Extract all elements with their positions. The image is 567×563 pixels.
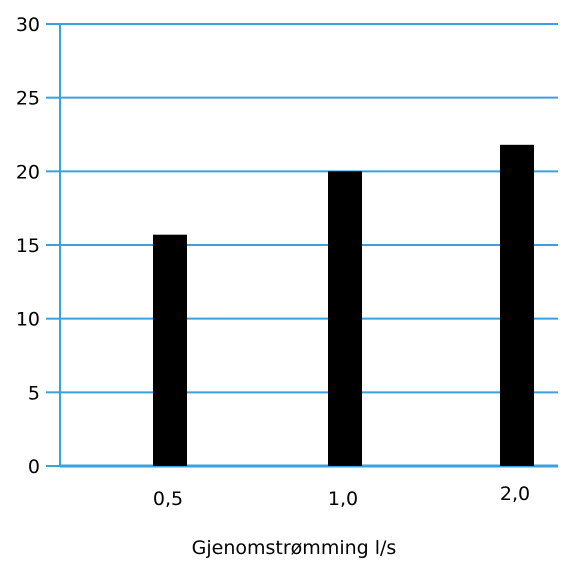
- y-tick-label: 5: [28, 382, 40, 404]
- x-tick-label: 1,0: [328, 488, 358, 510]
- bar: [153, 234, 187, 466]
- x-axis-title: Gjenomstrømming l/s: [192, 537, 397, 559]
- y-tick-marks: [46, 23, 60, 467]
- y-tick-label: 15: [16, 235, 40, 257]
- x-tick-labels: 0,5 1,0 2,0: [153, 483, 530, 510]
- y-tick-label: 10: [16, 309, 40, 331]
- grid-lines: [60, 23, 558, 394]
- bar: [500, 144, 534, 466]
- y-tick-label: 20: [16, 161, 40, 183]
- x-tick-label: 2,0: [500, 483, 530, 505]
- y-tick-label: 0: [28, 456, 40, 478]
- y-tick-label: 30: [16, 14, 40, 36]
- bars: [153, 144, 534, 467]
- x-tick-label: 0,5: [153, 488, 183, 510]
- y-tick-label: 25: [16, 88, 40, 110]
- bar: [328, 171, 362, 467]
- y-tick-labels: 0 5 10 15 20 25 30: [16, 14, 40, 478]
